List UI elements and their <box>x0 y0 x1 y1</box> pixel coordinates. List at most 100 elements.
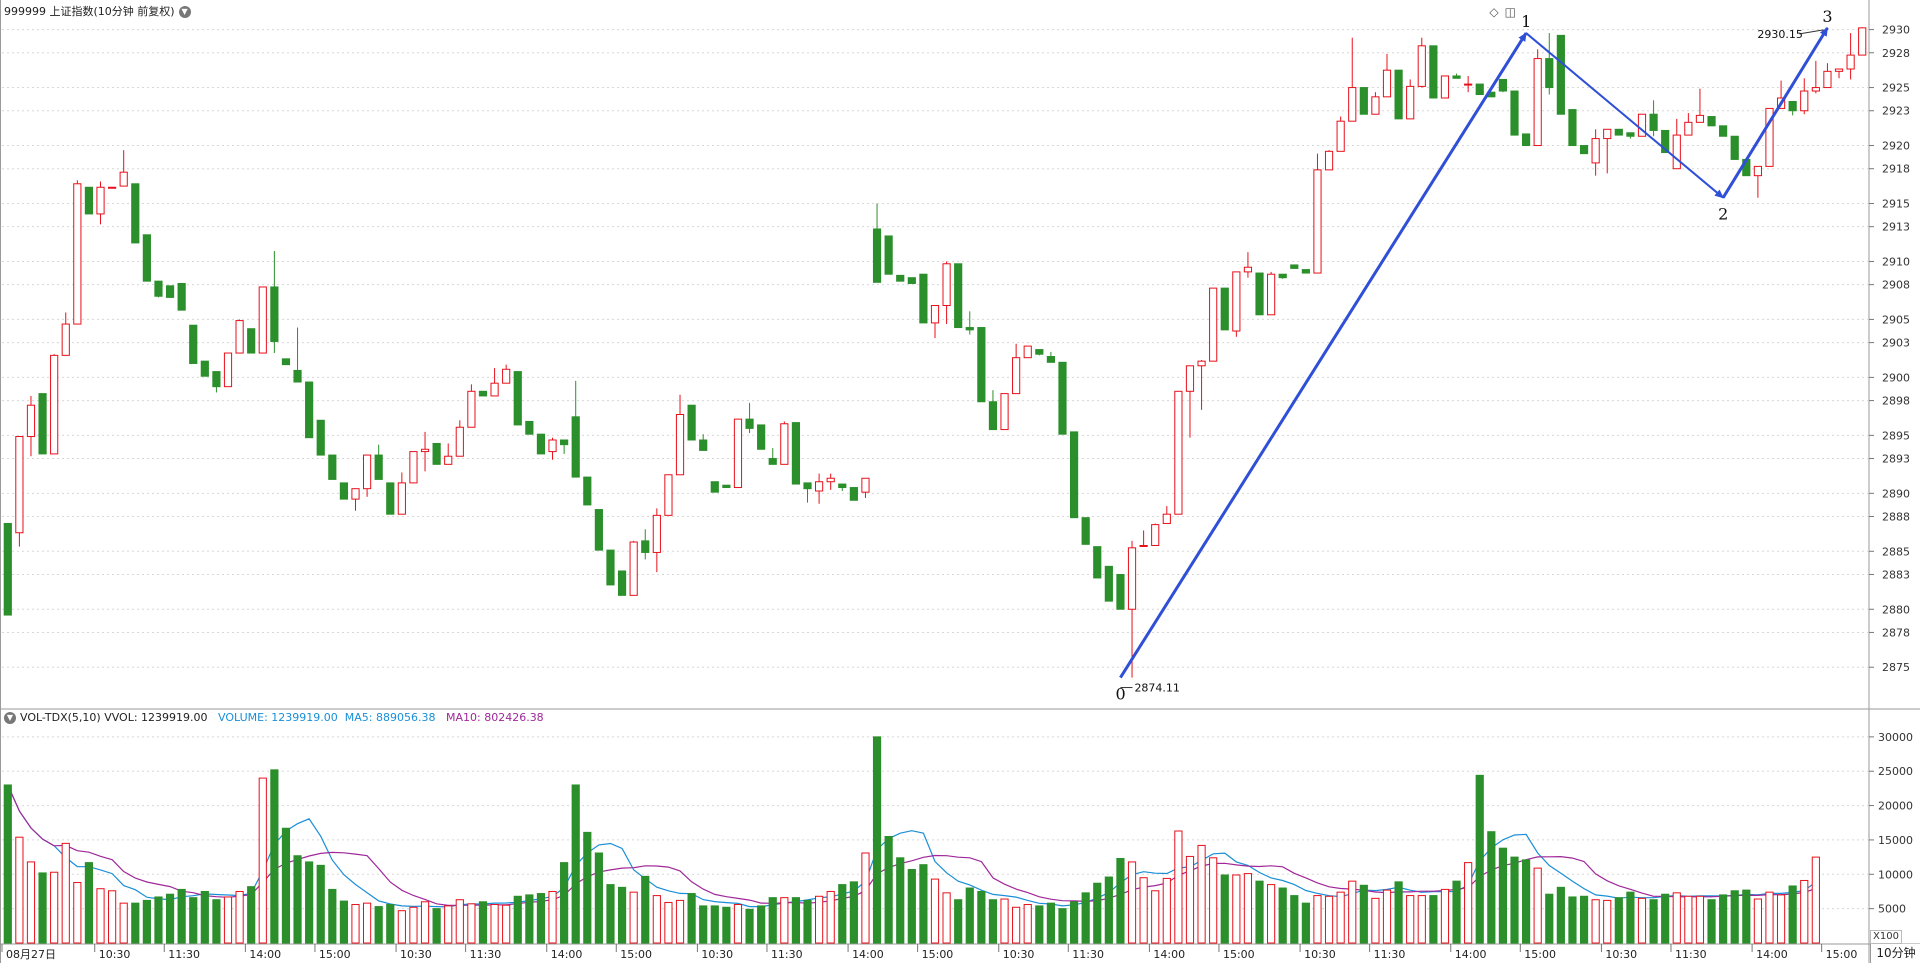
candle <box>444 443 453 465</box>
candle-body <box>478 390 488 397</box>
volume-bar <box>1220 874 1229 944</box>
volume-bar <box>513 895 522 944</box>
price-tick-label: 2878 <box>1882 626 1910 639</box>
candle <box>362 454 372 497</box>
candle-body <box>3 522 12 616</box>
volume-bar <box>26 861 36 944</box>
candle-body <box>1858 27 1867 56</box>
volume-bar <box>536 893 546 944</box>
volume-bars <box>3 736 1820 944</box>
candle-body <box>1788 100 1797 112</box>
candle <box>861 477 870 498</box>
volume-bar <box>1429 895 1438 944</box>
period-selector[interactable]: 10分钟 <box>1870 944 1920 963</box>
candle-body <box>629 541 638 596</box>
candle <box>1069 431 1079 519</box>
candle <box>1290 264 1299 269</box>
candle-body <box>1267 273 1276 316</box>
volume-tick-label: 30000 <box>1878 731 1913 744</box>
volume-bar <box>1614 897 1623 944</box>
candle <box>1811 60 1820 94</box>
volume-bar <box>142 899 151 944</box>
chart-toolbar: ◇ ◫ <box>1483 5 1516 19</box>
volume-bar <box>397 910 406 944</box>
time-tick-label: 10:30 <box>1605 948 1637 961</box>
candle <box>1765 107 1774 167</box>
candle-body <box>1185 365 1195 392</box>
volume-bar <box>1440 888 1450 944</box>
volume-bar <box>328 888 337 944</box>
candle-body <box>1127 547 1137 610</box>
volume-bar <box>1313 895 1322 944</box>
candle-body <box>710 481 719 493</box>
candle <box>397 472 406 515</box>
candle <box>1185 365 1195 438</box>
volume-bar <box>780 897 789 944</box>
volume-bar <box>281 827 291 944</box>
candle <box>1533 49 1542 147</box>
candle-body <box>1637 113 1647 137</box>
diamond-icon[interactable]: ◇ <box>1489 5 1499 19</box>
time-tick-label: 11:30 <box>470 948 502 961</box>
volume-bar <box>1730 890 1739 944</box>
candle-body <box>154 280 163 297</box>
volume-bar <box>675 899 685 944</box>
candle <box>988 390 998 431</box>
candle <box>1104 565 1113 602</box>
time-tick-label: 11:30 <box>1675 948 1707 961</box>
candle <box>281 358 291 366</box>
time-tick-label: 14:00 <box>1153 948 1185 961</box>
volume-bar <box>1498 847 1508 944</box>
candle <box>548 437 557 460</box>
window-restore-icon[interactable]: ◫ <box>1504 5 1516 19</box>
candle-body <box>432 442 441 465</box>
volume-bar <box>119 902 128 944</box>
candle-body <box>1556 34 1565 115</box>
candle-body <box>1522 133 1531 147</box>
volume-bar <box>1197 844 1206 944</box>
price-tick-label: 2908 <box>1882 279 1910 292</box>
time-tick-label: 14:00 <box>551 948 583 961</box>
candle <box>1579 145 1589 155</box>
candle-body <box>1533 58 1542 147</box>
candle <box>1046 351 1055 363</box>
candle <box>1197 360 1206 410</box>
candle-body <box>768 458 777 465</box>
volume-bar <box>617 886 627 944</box>
candle-body <box>687 404 696 441</box>
time-tick-label: 15:00 <box>1826 948 1858 961</box>
volume-bar <box>316 864 325 944</box>
volume-bar <box>455 899 464 944</box>
price-tick-label: 2920 <box>1882 140 1910 153</box>
time-tick-label: 15:00 <box>620 948 652 961</box>
candle <box>1336 116 1345 152</box>
vol-indicator-name: VOL-TDX(5,10) <box>20 711 101 724</box>
candle <box>38 393 47 455</box>
volume-bar <box>409 906 418 944</box>
volume-bar <box>478 901 488 944</box>
time-tick-label: 14:00 <box>249 948 281 961</box>
time-tick-label: 11:30 <box>1374 948 1406 961</box>
time-tick-label: 11:30 <box>771 948 803 961</box>
volume-bar <box>1012 906 1021 944</box>
candle <box>73 180 82 325</box>
y-axis-labels: 2875 2878 2880 2883 2885 2888 2890 2893 2895 2898… <box>1869 24 1913 916</box>
chevron-down-icon[interactable]: ▼ <box>178 6 191 18</box>
annotations: 0 1 2 3 2874.11 2930.15 <box>1115 7 1832 704</box>
wave-point-label: 0 <box>1115 685 1125 704</box>
candle-body <box>1000 393 1009 431</box>
candle <box>1023 345 1032 359</box>
volume-bar <box>803 899 812 944</box>
candle <box>1417 37 1426 88</box>
time-tick-label: 10:30 <box>1003 948 1035 961</box>
candle-body <box>1220 287 1229 331</box>
indicator-menu-icon[interactable]: ▼ <box>4 712 16 724</box>
candle <box>525 420 534 435</box>
volume-bar <box>896 857 905 944</box>
candle-body <box>1579 145 1589 155</box>
volume-bar <box>1162 877 1171 944</box>
candle-body <box>1139 544 1148 547</box>
candle-body <box>1834 68 1844 72</box>
volume-bar <box>1290 895 1299 944</box>
